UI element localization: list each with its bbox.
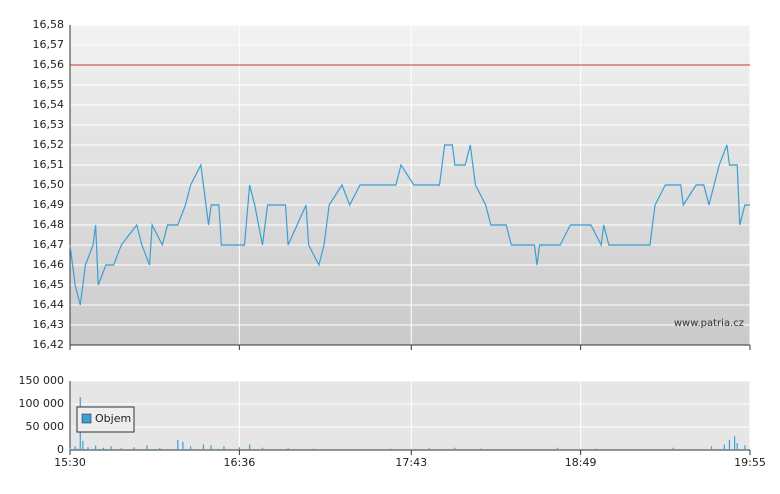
volume-bar xyxy=(518,449,520,450)
volume-bar xyxy=(249,444,251,450)
y-tick-label: 16,55 xyxy=(33,78,65,91)
y-tick-label: 16,58 xyxy=(33,18,65,31)
y-tick-label: 16,56 xyxy=(33,58,65,71)
y-tick-label: 50 000 xyxy=(26,420,65,433)
volume-bar xyxy=(633,449,636,450)
y-tick-label: 16,57 xyxy=(33,38,65,51)
volume-bar xyxy=(223,446,225,450)
y-tick-label: 16,42 xyxy=(33,338,65,351)
volume-bar xyxy=(390,448,392,450)
volume-bar xyxy=(177,439,179,450)
volume-bar xyxy=(744,445,746,450)
y-tick-label: 16,47 xyxy=(33,238,65,251)
volume-bar xyxy=(146,445,148,450)
volume-bar xyxy=(313,448,315,450)
y-tick-label: 16,45 xyxy=(33,278,65,291)
volume-bar xyxy=(159,447,161,450)
x-tick-label: 16:36 xyxy=(224,456,256,469)
volume-bar xyxy=(238,447,240,450)
volume-bar xyxy=(261,447,264,450)
volume-bar xyxy=(95,445,97,450)
volume-bar xyxy=(351,449,353,450)
volume-bar xyxy=(454,447,456,450)
y-tick-label: 100 000 xyxy=(19,397,65,410)
volume-bar xyxy=(210,445,212,450)
volume-bar xyxy=(133,447,135,450)
volume-bar xyxy=(710,446,713,450)
volume-bar xyxy=(87,447,89,450)
volume-bar xyxy=(479,448,482,450)
volume-bar xyxy=(287,448,289,450)
legend-swatch xyxy=(81,413,92,424)
volume-bar xyxy=(556,447,559,450)
volume-bar xyxy=(734,436,736,450)
volume-bar xyxy=(428,448,430,450)
y-tick-label: 16,52 xyxy=(33,138,65,151)
y-tick-label: 16,53 xyxy=(33,118,65,131)
y-tick-label: 16,43 xyxy=(33,318,65,331)
y-tick-label: 16,54 xyxy=(33,98,65,111)
volume-bar xyxy=(69,447,71,450)
price-line xyxy=(69,144,750,306)
volume-bar xyxy=(672,447,674,450)
y-tick-label: 16,50 xyxy=(33,178,65,191)
volume-bar xyxy=(74,446,76,450)
volume-bar xyxy=(120,448,122,450)
volume-bar xyxy=(736,443,738,450)
volume-bar xyxy=(82,440,84,450)
y-tick-label: 150 000 xyxy=(19,374,65,387)
y-tick-label: 16,48 xyxy=(33,218,65,231)
x-tick-label: 18:49 xyxy=(565,456,597,469)
volume-bar xyxy=(202,444,205,450)
volume-bar xyxy=(595,448,597,450)
y-tick-label: 16,49 xyxy=(33,198,65,211)
y-tick-label: 16,44 xyxy=(33,298,65,311)
y-tick-label: 0 xyxy=(57,443,64,456)
x-tick-label: 15:30 xyxy=(54,456,86,469)
annotation: www.patria.cz xyxy=(674,318,744,329)
volume-bar xyxy=(102,447,104,450)
volume-bar xyxy=(723,444,725,450)
y-tick-label: 16,46 xyxy=(33,258,65,271)
volume-bar xyxy=(110,446,112,450)
volume-bar xyxy=(728,439,731,450)
volume-plot-area xyxy=(70,381,750,450)
x-tick-label: 17:43 xyxy=(395,456,427,469)
volume-bar xyxy=(182,441,184,450)
volume-bar xyxy=(77,448,79,450)
x-tick-label: 19:55 xyxy=(734,456,766,469)
y-tick-label: 16,51 xyxy=(33,158,65,171)
legend-label: Objem xyxy=(95,412,131,425)
volume-bar xyxy=(190,446,192,450)
